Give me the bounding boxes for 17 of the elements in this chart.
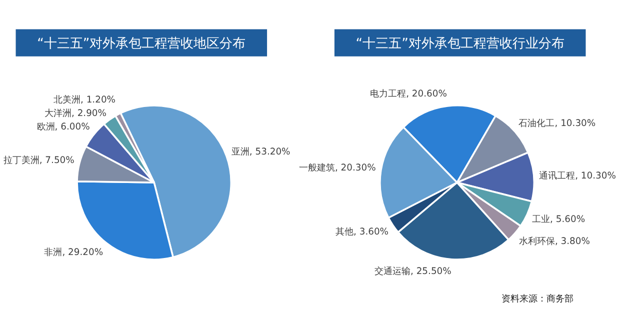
slice-label: 通讯工程, 10.30% [539, 170, 616, 182]
text: 资料来源：商务部 [501, 294, 574, 305]
chart-title: “十三五”对外承包工程营收行业分布 [356, 36, 564, 52]
slice-label: 亚洲, 53.20% [231, 146, 291, 158]
slice-label: 一般建筑, 20.30% [298, 162, 376, 174]
slice-label: 工业, 5.60% [532, 214, 586, 225]
slice-label: 北美洲, 1.20% [53, 94, 116, 106]
slice-label: 拉丁美洲, 7.50% [3, 154, 75, 166]
slice-label: 非洲, 29.20% [44, 247, 104, 258]
slice-label: 水利环保, 3.80% [518, 236, 590, 247]
slice-label: 电力工程, 20.60% [370, 88, 448, 100]
slice-label: 大洋洲, 2.90% [44, 108, 107, 119]
slice-label: 石油化工, 10.30% [518, 118, 596, 130]
slice-label: 其他, 3.60% [336, 226, 389, 238]
chart-title: “十三五”对外承包工程营收地区分布 [37, 36, 246, 52]
slice-label: 欧洲, 6.00% [36, 121, 90, 132]
slice-label: 交通运输, 25.50% [374, 266, 452, 278]
